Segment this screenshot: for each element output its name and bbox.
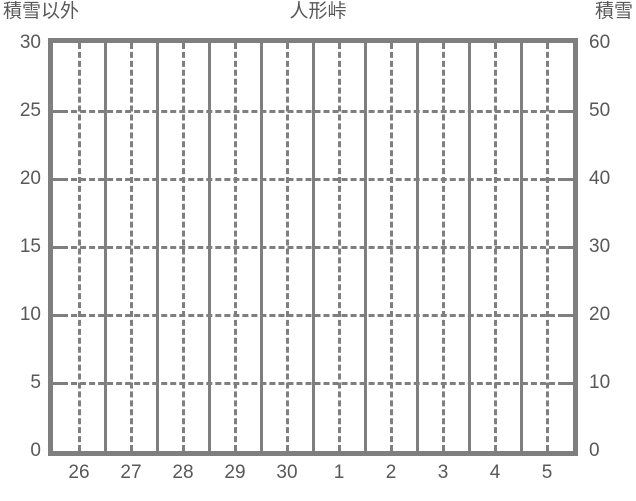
y-axis-left-tick-label: 30	[19, 32, 41, 53]
x-axis-tick-label: 28	[172, 462, 194, 483]
y-axis-right-tick-mark	[564, 381, 573, 385]
horizontal-gridline	[53, 381, 573, 385]
x-axis-tick-label: 2	[385, 462, 397, 483]
left-axis-title: 積雪以外	[3, 1, 80, 22]
y-axis-left-tick-mark	[53, 313, 62, 317]
x-axis-tick-label: 1	[333, 462, 345, 483]
horizontal-gridline	[53, 177, 573, 181]
y-axis-left-tick-label: 15	[19, 236, 41, 257]
y-axis-right-tick-label: 50	[589, 100, 611, 121]
y-axis-left-tick-label: 20	[19, 168, 41, 189]
y-axis-right-tick-label: 60	[589, 32, 611, 53]
y-axis-right-tick-label: 10	[589, 372, 611, 393]
y-axis-right-tick-mark	[564, 109, 573, 113]
plot-area	[48, 38, 578, 456]
plot-grid	[53, 43, 573, 451]
right-axis-title: 積雪	[594, 1, 633, 22]
y-axis-right-tick-label: 40	[589, 168, 611, 189]
y-axis-left-tick-label: 5	[30, 372, 41, 393]
y-axis-left-tick-mark	[53, 109, 62, 113]
y-axis-left-tick-label: 0	[30, 440, 41, 461]
x-axis-tick-label: 27	[120, 462, 142, 483]
y-axis-left-tick-label: 10	[19, 304, 41, 325]
y-axis-left-tick-mark	[53, 381, 62, 385]
horizontal-gridline	[53, 313, 573, 317]
y-axis-right-tick-mark	[564, 313, 573, 317]
horizontal-gridline	[53, 109, 573, 113]
x-axis-tick-label: 29	[224, 462, 246, 483]
y-axis-left-tick-label: 25	[19, 100, 41, 121]
y-axis-right-tick-label: 30	[589, 236, 611, 257]
y-axis-right-tick-label: 20	[589, 304, 611, 325]
horizontal-gridline	[53, 245, 573, 249]
y-axis-right-tick-mark	[564, 245, 573, 249]
y-axis-right-tick-mark	[564, 177, 573, 181]
y-axis-left-tick-mark	[53, 177, 62, 181]
x-axis-tick-label: 3	[437, 462, 449, 483]
x-axis-tick-label: 26	[68, 462, 90, 483]
page-title: 人形峠	[289, 1, 347, 22]
x-axis-tick-label: 30	[276, 462, 298, 483]
y-axis-right-tick-label: 0	[589, 440, 600, 461]
x-axis-tick-label: 5	[541, 462, 553, 483]
y-axis-left-tick-mark	[53, 245, 62, 249]
x-axis-tick-label: 4	[489, 462, 501, 483]
